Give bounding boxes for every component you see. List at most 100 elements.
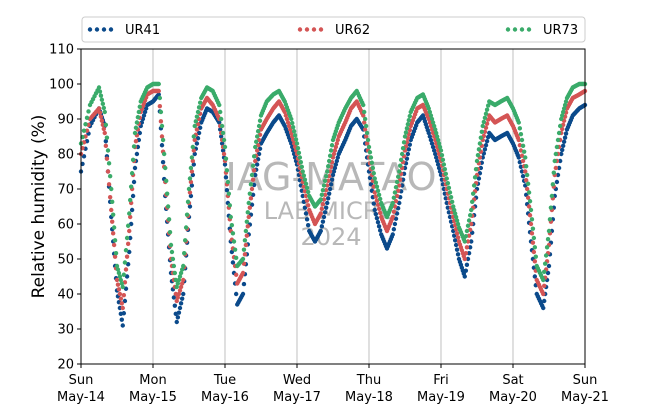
- data-point: [218, 116, 224, 122]
- data-point: [476, 147, 482, 152]
- data-point: [426, 130, 431, 136]
- data-point: [520, 158, 526, 164]
- data-point: [171, 263, 177, 269]
- data-point: [167, 229, 173, 235]
- data-point: [243, 242, 249, 248]
- data-point: [373, 194, 379, 199]
- data-point: [395, 188, 401, 193]
- data-point: [329, 177, 335, 182]
- data-point: [405, 151, 411, 157]
- data-point: [300, 193, 305, 199]
- data-point: [257, 118, 263, 123]
- data-point: [523, 155, 528, 160]
- data-point: [230, 260, 236, 265]
- data-point: [81, 154, 87, 159]
- x-tick-day-label: Tue: [213, 373, 236, 388]
- data-point: [107, 173, 113, 179]
- data-point: [135, 115, 141, 120]
- data-point: [125, 241, 131, 247]
- data-point: [300, 169, 305, 174]
- data-point: [176, 291, 182, 297]
- data-point: [435, 162, 441, 167]
- x-axis: Sun May-14 Mon May-15 Tue May-16 Wed May-17 Thu M…: [57, 364, 609, 405]
- data-point: [194, 141, 200, 146]
- data-point: [98, 93, 104, 98]
- data-point: [466, 218, 472, 223]
- data-point: [128, 235, 133, 241]
- x-tick-date-label: May-15: [129, 390, 177, 405]
- data-point: [533, 254, 538, 259]
- data-point: [447, 190, 453, 195]
- data-point: [291, 129, 297, 134]
- data-point: [179, 267, 185, 272]
- data-point: [530, 240, 536, 245]
- data-point: [542, 261, 548, 266]
- data-point: [122, 298, 128, 304]
- data-point: [130, 193, 136, 199]
- data-point: [332, 148, 338, 153]
- data-point: [111, 225, 117, 230]
- data-point: [118, 277, 124, 283]
- data-point: [553, 165, 559, 171]
- data-point: [364, 130, 370, 136]
- data-point: [469, 239, 474, 244]
- data-point: [172, 303, 178, 308]
- data-point: [244, 233, 250, 238]
- data-point: [482, 147, 488, 152]
- data-point: [520, 143, 526, 149]
- data-point: [467, 213, 473, 218]
- data-point: [377, 196, 383, 202]
- legend-entry-ur41: UR41: [87, 23, 160, 38]
- data-point: [253, 158, 258, 164]
- data-point: [113, 250, 119, 256]
- data-point: [473, 166, 479, 172]
- data-point: [177, 274, 183, 279]
- data-point: [442, 166, 448, 172]
- data-point: [127, 211, 132, 216]
- data-point: [129, 207, 135, 213]
- data-point: [240, 291, 246, 297]
- data-point: [517, 143, 523, 148]
- data-point: [482, 115, 488, 121]
- data-point: [296, 150, 302, 156]
- data-point: [531, 235, 537, 241]
- data-point: [428, 137, 434, 143]
- data-point: [446, 210, 452, 215]
- data-point: [455, 221, 461, 227]
- data-point: [484, 107, 490, 112]
- data-point: [518, 164, 524, 170]
- data-point: [161, 151, 167, 157]
- data-point: [551, 170, 556, 175]
- data-point: [158, 119, 164, 124]
- data-point: [464, 228, 470, 234]
- data-point: [174, 319, 179, 325]
- data-point: [117, 291, 123, 297]
- data-point: [187, 190, 193, 195]
- data-point: [240, 270, 246, 276]
- data-point: [557, 158, 563, 164]
- data-point: [471, 183, 477, 188]
- data-point: [431, 123, 437, 129]
- data-point: [125, 262, 131, 267]
- data-point: [373, 211, 379, 217]
- data-point: [192, 123, 197, 129]
- data-point: [390, 232, 395, 237]
- data-point: [103, 143, 109, 149]
- data-point: [295, 145, 301, 151]
- series-ur62: [78, 88, 588, 311]
- data-point: [99, 118, 105, 123]
- data-point: [221, 151, 227, 157]
- data-point: [245, 210, 250, 215]
- data-point: [562, 135, 568, 140]
- data-point: [463, 234, 469, 239]
- data-point: [445, 180, 451, 186]
- data-point: [393, 216, 399, 221]
- data-point: [462, 239, 467, 244]
- data-point: [128, 214, 133, 220]
- data-point: [390, 200, 395, 206]
- data-point: [364, 141, 370, 146]
- data-point: [452, 207, 457, 213]
- data-point: [106, 161, 112, 166]
- data-point: [560, 143, 566, 149]
- data-point: [219, 123, 225, 129]
